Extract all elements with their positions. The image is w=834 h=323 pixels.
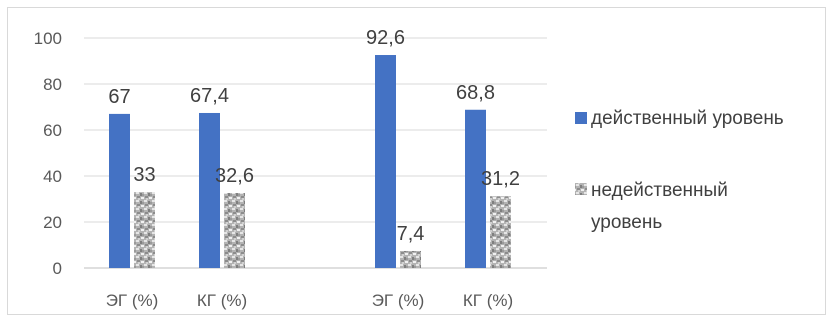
bar-effective xyxy=(465,109,486,268)
bars xyxy=(109,55,511,269)
data-label: 7,4 xyxy=(397,223,425,245)
y-tick-label: 100 xyxy=(34,29,62,48)
bar-effective xyxy=(375,55,396,268)
bar-ineffective xyxy=(490,196,511,268)
legend: действенный уровень недейственный уровень xyxy=(575,108,784,233)
x-tick-label: КГ (%) xyxy=(197,291,247,310)
x-axis-ticks: ЭГ (%) КГ (%) ЭГ (%) КГ (%) xyxy=(106,291,513,310)
data-label: 33 xyxy=(133,164,155,186)
x-tick-label: ЭГ (%) xyxy=(106,291,159,310)
data-label: 32,6 xyxy=(215,165,254,187)
legend-label-ineffective: недейственный xyxy=(591,180,728,201)
bar-effective xyxy=(109,113,130,269)
data-label: 67,4 xyxy=(190,85,229,107)
legend-label-effective: действенный уровень xyxy=(591,108,784,129)
data-label: 68,8 xyxy=(456,82,495,104)
data-label: 31,2 xyxy=(481,168,520,190)
bar-effective xyxy=(199,112,220,268)
data-labels: 67 67,4 92,6 68,8 33 32,6 7,4 31,2 xyxy=(108,27,520,245)
y-tick-label: 80 xyxy=(43,75,62,94)
y-axis-ticks: 0 20 40 60 80 100 xyxy=(34,29,62,278)
legend-swatch-effective xyxy=(575,112,587,124)
bar-ineffective xyxy=(400,250,421,268)
y-tick-label: 60 xyxy=(43,121,62,140)
legend-swatch-ineffective xyxy=(575,183,587,195)
y-tick-label: 40 xyxy=(43,167,62,186)
legend-label-ineffective: уровень xyxy=(591,212,662,233)
x-tick-label: КГ (%) xyxy=(463,291,513,310)
bar-ineffective xyxy=(134,192,155,268)
x-tick-label: ЭГ (%) xyxy=(372,291,425,310)
data-label: 67 xyxy=(108,86,130,108)
bar-ineffective xyxy=(224,193,245,268)
data-label: 92,6 xyxy=(366,27,405,49)
y-tick-label: 0 xyxy=(53,259,62,278)
y-tick-label: 20 xyxy=(43,213,62,232)
